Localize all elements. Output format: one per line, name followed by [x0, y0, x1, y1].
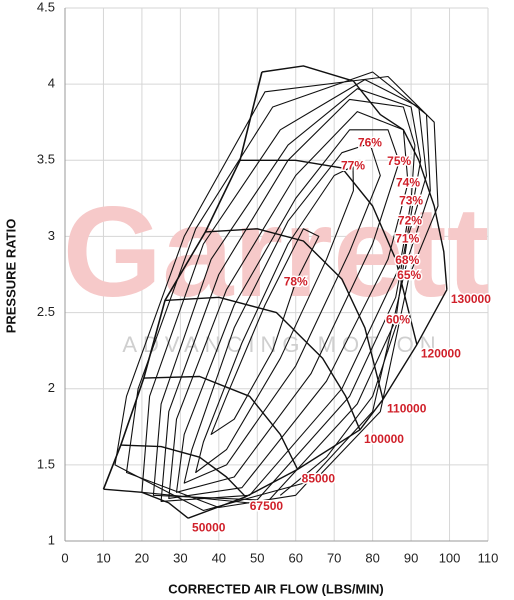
efficiency-label: 72% [398, 213, 422, 227]
y-tick-label: 4 [48, 76, 55, 91]
efficiency-label: 74% [396, 175, 420, 189]
efficiency-island [152, 88, 422, 501]
speed-line [261, 65, 448, 290]
x-tick-label: 80 [365, 550, 379, 565]
efficiency-label: 77% [341, 159, 365, 173]
efficiency-island [195, 165, 354, 474]
x-tick-label: 60 [288, 550, 302, 565]
speed-label: 85000 [302, 472, 336, 486]
y-tick-label: 3 [48, 228, 55, 243]
speed-line [164, 296, 361, 431]
efficiency-label: 60% [386, 312, 410, 326]
efficiency-island [160, 98, 416, 502]
efficiency-island [168, 111, 409, 499]
watermark: Garrett [63, 181, 490, 324]
speed-label: 130000 [451, 292, 491, 306]
x-tick-label: 30 [173, 550, 187, 565]
x-tick-label: 50 [250, 550, 264, 565]
efficiency-island [114, 75, 439, 512]
choke-line [187, 289, 448, 519]
efficiency-label: 75% [387, 154, 411, 168]
efficiency-label: 73% [399, 194, 423, 208]
speed-line [103, 488, 189, 519]
y-axis-title: PRESSURE RATIO [3, 219, 18, 334]
speed-label: 110000 [387, 402, 427, 416]
efficiency-label: 76% [358, 136, 382, 150]
efficiency-label: 68% [395, 253, 419, 267]
efficiency-island [183, 142, 381, 484]
y-tick-label: 1 [48, 532, 55, 547]
speed-line [205, 228, 384, 400]
y-tick-label: 2.5 [37, 304, 55, 319]
y-tick-label: 1.5 [37, 456, 55, 471]
x-tick-label: 110 [478, 550, 499, 565]
x-tick-label: 90 [404, 550, 418, 565]
x-axis-title: CORRECTED AIR FLOW (LBS/MIN) [168, 581, 383, 596]
x-tick-label: 70 [327, 550, 341, 565]
speed-label: 120000 [421, 347, 461, 361]
speed-label: 50000 [192, 520, 226, 534]
watermark-tagline: ADVANCING MOTION [122, 332, 441, 357]
speed-line [143, 375, 299, 470]
efficiency-label: 65% [397, 268, 421, 282]
efficiency-label: 78% [284, 274, 308, 288]
x-tick-label: 0 [61, 550, 68, 565]
x-tick-label: 100 [439, 550, 461, 565]
y-tick-label: 3.5 [37, 152, 55, 167]
x-tick-label: 40 [212, 550, 226, 565]
speed-label: 100000 [364, 432, 404, 446]
speed-line [240, 159, 418, 345]
y-tick-label: 4.5 [37, 0, 55, 14]
efficiency-island [279, 320, 399, 496]
speed-label: 67500 [250, 499, 284, 513]
efficiency-island [141, 79, 428, 506]
efficiency-island [175, 129, 400, 493]
efficiency-island [210, 228, 320, 435]
x-tick-label: 10 [96, 550, 110, 565]
surge-line [102, 71, 263, 490]
speed-line [120, 444, 247, 498]
efficiency-label: 71% [395, 232, 419, 246]
x-tick-label: 20 [135, 550, 149, 565]
y-tick-label: 2 [48, 380, 55, 395]
